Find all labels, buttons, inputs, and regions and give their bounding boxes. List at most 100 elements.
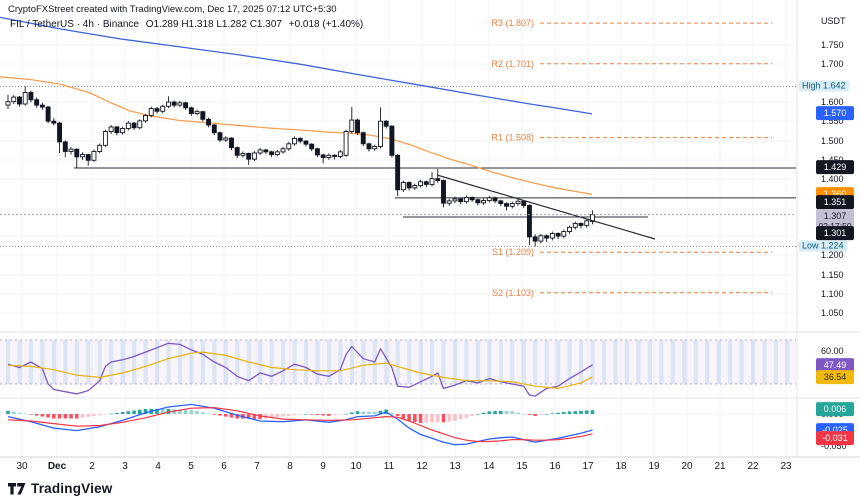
candle-body	[217, 132, 223, 141]
candle-body	[206, 118, 212, 126]
time-axis-label: 3	[122, 461, 128, 472]
macd-histogram-bar	[521, 414, 526, 415]
macd-histogram-bar	[126, 411, 131, 414]
candle-body	[355, 119, 360, 134]
candle-body	[561, 231, 567, 237]
candle-body	[498, 200, 504, 205]
pivot-label: S1 (1.209)	[492, 247, 534, 257]
candle-body	[251, 152, 257, 160]
symbol-title[interactable]: FIL / TetherUS · 4h · Binance	[10, 19, 139, 30]
rsi-band-stripe	[74, 340, 79, 384]
rsi-band-stripe	[624, 340, 630, 384]
candle-body	[463, 196, 469, 203]
candle-body	[292, 138, 297, 145]
candle-body	[246, 152, 252, 160]
rsi-band-stripe	[418, 340, 423, 384]
candle-body	[429, 178, 435, 185]
rsi-band-stripe	[303, 340, 309, 384]
candle-body	[11, 96, 17, 103]
time-axis-label: 2	[89, 461, 95, 472]
candle-body	[97, 144, 103, 152]
rsi-band-stripe	[361, 340, 366, 384]
macd-histogram-bar	[516, 412, 520, 414]
tradingview-logo[interactable]: TradingView	[8, 481, 112, 496]
candle-body	[475, 199, 481, 204]
candle-body	[469, 196, 475, 201]
price-badge: 1.301	[816, 226, 854, 240]
macd-histogram-bar	[189, 410, 194, 414]
candle-body	[458, 198, 464, 203]
candle-body	[62, 141, 68, 152]
macd-histogram-bar	[92, 414, 96, 417]
rsi-band-stripe	[475, 340, 481, 384]
trendline	[436, 174, 656, 240]
time-axis-label: 5	[188, 461, 194, 472]
macd-histogram-bar	[332, 414, 337, 416]
rsi-band-stripe	[739, 340, 744, 384]
rsi-band-stripe	[143, 340, 148, 384]
candle-body	[74, 148, 80, 158]
macd-histogram-bar	[527, 414, 532, 415]
rsi-band-stripe	[40, 340, 45, 384]
macd-histogram-bar	[567, 411, 572, 414]
price-axis-tick: 1.750	[821, 40, 844, 50]
time-axis-label: 21	[714, 461, 726, 472]
rsi-band-stripe	[590, 340, 595, 384]
candle-body	[154, 108, 160, 112]
macd-histogram-bar	[63, 414, 68, 419]
price-badge: -0.031	[816, 431, 854, 445]
macd-histogram-bar	[498, 410, 503, 414]
rsi-band-stripe	[705, 340, 710, 384]
macd-histogram-bar	[533, 414, 537, 416]
rsi-band-stripe	[452, 340, 458, 384]
rsi-band-stripe	[636, 340, 641, 384]
time-axis-label: 19	[648, 461, 660, 472]
candle-body	[309, 143, 315, 150]
rsi-band-stripe	[682, 340, 687, 384]
candle-body	[504, 203, 509, 207]
macd-histogram-bar	[590, 410, 595, 414]
macd-histogram-bar	[453, 414, 457, 422]
macd-histogram-bar	[321, 414, 325, 416]
rsi-band-stripe	[315, 340, 320, 384]
candle-body	[567, 226, 572, 232]
rsi-band-stripe	[6, 340, 11, 384]
candle-body	[5, 101, 11, 106]
candle-body	[297, 138, 303, 142]
candle-body	[389, 125, 395, 156]
candle-body	[372, 146, 378, 150]
macd-histogram-bar	[309, 414, 314, 415]
time-axis-label: 13	[449, 461, 461, 472]
pivot-label: R1 (1.508)	[491, 133, 534, 143]
candle-body	[34, 99, 40, 106]
time-axis-label: 16	[549, 461, 561, 472]
macd-histogram-bar	[218, 414, 222, 416]
rsi-band-stripe	[750, 340, 756, 384]
time-axis-label: 12	[416, 461, 428, 472]
candle-body	[412, 185, 418, 189]
candle-body	[332, 154, 338, 157]
rsi-band-stripe	[97, 340, 102, 384]
rsi-band-stripe	[132, 340, 137, 384]
rsi-band-stripe	[521, 340, 526, 384]
price-axis-tick: 60.00	[821, 346, 844, 356]
rsi-band-stripe	[556, 340, 561, 384]
rsi-band-stripe	[613, 340, 618, 384]
candle-body	[188, 107, 194, 115]
pivot-label: R2 (1.701)	[491, 59, 534, 69]
macd-histogram-bar	[390, 412, 394, 414]
candle-body	[314, 148, 320, 156]
macd-histogram-bar	[166, 408, 171, 414]
candle-body	[435, 178, 441, 182]
rsi-band-stripe	[189, 340, 194, 384]
symbol-header: FIL / TetherUS · 4h · Binance O1.289 H1.…	[10, 19, 367, 30]
rsi-band-stripe	[647, 340, 652, 384]
candle-body	[486, 197, 492, 201]
rsi-band-stripe	[86, 340, 91, 384]
candle-body	[360, 132, 366, 145]
macd-histogram-bar	[395, 414, 400, 416]
rsi-band-stripe	[384, 340, 389, 384]
overlay-lines-layer: R3 (1.807) R2 (1.701) R1 (1.508) S1 (1.209)…	[0, 16, 796, 298]
